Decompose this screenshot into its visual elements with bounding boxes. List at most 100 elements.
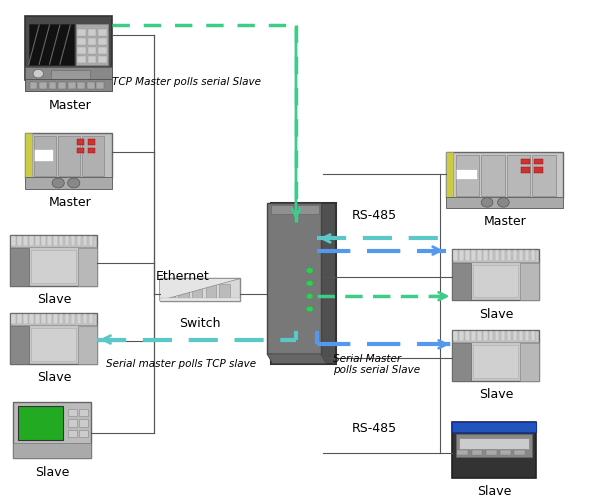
Bar [58, 82, 66, 89]
Bar [25, 132, 32, 178]
Bar [298, 204, 319, 214]
Circle shape [307, 306, 313, 312]
Bar [271, 203, 336, 364]
Bar [10, 234, 97, 286]
Polygon shape [267, 354, 326, 364]
Bar [88, 148, 95, 154]
Bar [452, 422, 536, 432]
Bar [481, 156, 505, 196]
Bar [477, 330, 482, 341]
Bar [49, 82, 56, 89]
Text: Slave: Slave [35, 466, 70, 478]
Bar [452, 330, 539, 380]
Bar [10, 248, 29, 286]
Bar [18, 406, 63, 440]
Bar [98, 29, 107, 35]
Bar [25, 78, 112, 92]
Bar [88, 140, 95, 145]
Bar [88, 38, 96, 44]
Bar [71, 236, 76, 246]
Bar [446, 152, 454, 198]
Text: Slave: Slave [479, 308, 513, 320]
Bar [533, 167, 543, 173]
Bar [13, 442, 91, 458]
Circle shape [52, 178, 64, 188]
Bar [500, 330, 505, 341]
Bar [455, 169, 476, 179]
Bar [160, 298, 240, 300]
Bar [77, 29, 86, 35]
Bar [452, 250, 539, 300]
Bar [31, 250, 76, 282]
Bar [29, 236, 34, 246]
Bar [11, 236, 16, 246]
Bar [532, 156, 556, 196]
Bar [465, 330, 470, 341]
Bar [471, 330, 476, 341]
Bar [89, 314, 94, 324]
Circle shape [481, 198, 493, 207]
Polygon shape [160, 278, 240, 300]
Circle shape [68, 178, 80, 188]
Bar [88, 47, 96, 54]
Bar [51, 70, 90, 78]
Bar [494, 330, 499, 341]
Bar [41, 236, 46, 246]
Circle shape [307, 268, 313, 274]
Bar [452, 343, 472, 380]
Bar [524, 330, 529, 341]
Bar [206, 284, 216, 298]
Bar [459, 250, 464, 260]
Bar [271, 204, 293, 214]
Bar [34, 150, 53, 160]
Bar [88, 29, 96, 35]
Bar [79, 430, 88, 437]
Bar [486, 450, 497, 456]
Bar [13, 402, 91, 458]
Bar [459, 330, 464, 341]
Bar [533, 159, 543, 164]
Text: Slave: Slave [37, 293, 71, 306]
Bar [457, 434, 532, 456]
Bar [65, 236, 70, 246]
Bar [59, 314, 64, 324]
Bar [524, 250, 529, 260]
Bar [518, 330, 523, 341]
Text: Slave: Slave [477, 485, 511, 498]
Text: Master: Master [49, 98, 91, 112]
Bar [459, 438, 529, 448]
Bar [455, 156, 479, 196]
Bar [446, 152, 563, 198]
Bar [23, 236, 28, 246]
Bar [500, 450, 511, 456]
Text: Serial master polls TCP slave: Serial master polls TCP slave [106, 358, 256, 368]
Bar [160, 278, 240, 300]
Polygon shape [267, 203, 321, 354]
Bar [68, 82, 76, 89]
Bar [446, 197, 563, 208]
Bar [506, 330, 511, 341]
Bar [35, 236, 40, 246]
Bar [164, 284, 175, 298]
Circle shape [33, 70, 43, 78]
Bar [521, 159, 530, 164]
Bar [507, 156, 530, 196]
Bar [68, 419, 77, 426]
Circle shape [307, 294, 313, 299]
Bar [483, 250, 488, 260]
Bar [78, 248, 97, 286]
Bar [178, 284, 188, 298]
Bar [31, 328, 76, 360]
Text: RS-485: RS-485 [352, 210, 397, 222]
Bar [11, 314, 16, 324]
Bar [77, 38, 86, 44]
Text: Slave: Slave [479, 388, 513, 401]
Bar [17, 314, 22, 324]
Bar [77, 236, 82, 246]
Bar [71, 314, 76, 324]
Bar [89, 236, 94, 246]
Bar [58, 136, 80, 176]
Bar [10, 312, 97, 364]
Bar [452, 262, 472, 300]
Bar [494, 250, 499, 260]
